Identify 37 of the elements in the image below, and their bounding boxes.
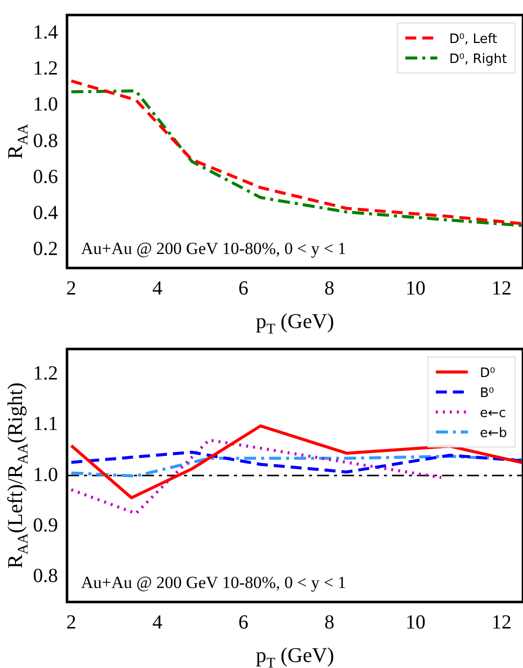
annotation: Au+Au @ 200 GeV 10-80%, 0 < y < 1 [81,239,346,258]
x-tick-label: 8 [324,277,334,300]
x-tick-label: 4 [152,277,162,300]
y-tick-label: 0.6 [33,166,58,188]
line-series [70,438,443,515]
x-tick-label: 2 [66,277,76,300]
legend-label: D⁰, Left [449,32,498,47]
legend-label: D⁰, Right [449,52,508,67]
legend-label: D⁰ [480,366,496,381]
y-tick-label: 0.2 [33,238,58,260]
x-tick-label: 10 [405,611,426,634]
y-tick-label: 1.2 [33,362,58,385]
x-tick-label: 2 [66,611,76,634]
y-axis-title: RAA [3,123,32,160]
legend-label: B⁰ [480,386,494,401]
y-tick-label: 0.9 [33,514,58,536]
legend-label: e←b [480,426,508,441]
line-series [70,450,523,474]
y-tick-label: 0.8 [33,564,58,587]
x-tick-label: 6 [238,611,248,634]
y-axis-title: RAA(Left)/RAA(Right) [3,382,32,568]
annotation: Au+Au @ 200 GeV 10-80%, 0 < y < 1 [81,573,346,592]
y-tick-label: 1.0 [33,464,58,486]
y-tick-label: 1.1 [33,413,58,436]
y-tick-label: 1.0 [33,94,58,116]
y-tick-label: 1.4 [33,21,58,44]
legend-label: e←c [480,406,506,421]
x-tick-label: 6 [238,277,248,300]
line-series [70,454,523,478]
y-tick-label: 1.2 [33,57,58,80]
x-tick-label: 12 [491,277,512,300]
x-tick-label: 4 [152,611,162,634]
y-tick-label: 0.4 [33,202,58,224]
x-tick-label: 8 [324,611,334,634]
x-tick-label: 12 [491,611,512,634]
x-tick-label: 10 [405,277,426,300]
y-tick-label: 0.8 [33,130,58,152]
